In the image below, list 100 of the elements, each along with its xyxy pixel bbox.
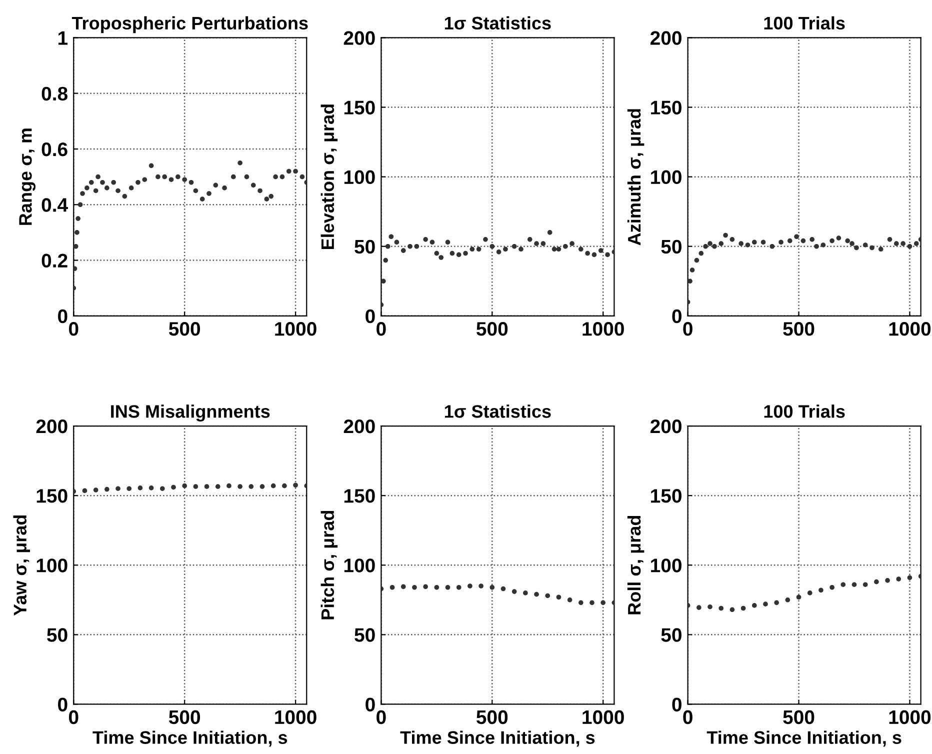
point: [878, 246, 884, 252]
point: [238, 484, 242, 489]
point: [136, 180, 140, 185]
point: [182, 483, 187, 488]
point: [213, 182, 218, 188]
point: [260, 484, 265, 489]
point: [450, 250, 455, 256]
x-tick-label: 500: [168, 322, 200, 336]
chart-title: 1σ Statistics: [444, 16, 551, 30]
point: [171, 484, 176, 490]
point: [215, 484, 220, 489]
y-tick-label: 50: [661, 240, 682, 254]
y-axis-title: Elevation σ, μrad: [320, 104, 338, 250]
point: [534, 592, 539, 597]
point: [300, 174, 305, 180]
point: [111, 180, 116, 185]
y-tick-label: 0: [672, 698, 682, 712]
y-tick-label: 100: [344, 170, 375, 184]
point: [605, 252, 610, 258]
point: [96, 174, 100, 180]
chart-title: INS Misalignments: [111, 404, 270, 422]
chart-title: Tropospheric Perturbations: [72, 16, 308, 34]
point: [836, 236, 842, 240]
y-tick-label: 100: [36, 558, 68, 572]
point: [193, 188, 198, 194]
point: [468, 584, 472, 588]
point: [400, 584, 406, 590]
x-tick-label: 500: [168, 710, 200, 724]
x-tick-label: 500: [783, 322, 814, 336]
x-tick-label: 1000: [889, 710, 931, 724]
x-tick-label: 1000: [275, 710, 316, 724]
point: [712, 244, 717, 249]
point: [527, 237, 532, 242]
point: [570, 241, 574, 246]
point: [385, 244, 390, 249]
point: [483, 237, 488, 242]
x-tick-label: 500: [783, 710, 814, 724]
point: [600, 600, 606, 606]
point: [708, 241, 712, 246]
point: [122, 194, 128, 199]
y-tick-label: 50: [47, 628, 68, 642]
point: [598, 248, 604, 253]
y-tick-label: 50: [661, 628, 682, 642]
point: [718, 241, 724, 246]
point: [116, 188, 120, 194]
point: [800, 238, 806, 244]
point: [445, 240, 450, 245]
point: [690, 268, 695, 272]
point: [490, 584, 495, 590]
point: [840, 582, 846, 588]
point: [845, 238, 850, 244]
point: [445, 584, 450, 590]
point: [270, 483, 276, 488]
point: [182, 177, 187, 182]
point: [434, 584, 440, 590]
point: [752, 603, 757, 608]
point: [160, 486, 165, 492]
y-tick-label: 0: [58, 698, 68, 712]
point: [293, 168, 298, 174]
point: [248, 484, 254, 489]
point: [176, 174, 180, 180]
point: [818, 588, 824, 593]
point: [696, 605, 702, 610]
point: [796, 594, 802, 600]
y-tick-label: 100: [651, 558, 682, 572]
point: [156, 174, 160, 180]
point: [168, 177, 174, 182]
point: [408, 244, 412, 249]
y-tick-label: 150: [651, 100, 682, 114]
point: [470, 246, 475, 252]
point: [740, 606, 746, 611]
point: [78, 202, 83, 208]
point: [900, 241, 906, 246]
point: [870, 245, 874, 250]
point: [778, 240, 784, 245]
point: [814, 244, 819, 249]
point: [770, 244, 775, 249]
point: [556, 594, 562, 600]
y-tick-label: 150: [651, 489, 682, 503]
point: [830, 584, 834, 590]
x-axis-title: Time Since Initiation, s: [92, 730, 288, 747]
y-tick-label: 0.4: [42, 198, 68, 212]
point: [438, 255, 444, 260]
point: [585, 250, 590, 256]
point: [590, 600, 594, 606]
point: [738, 241, 744, 246]
point: [787, 238, 792, 244]
point: [723, 232, 728, 238]
point: [286, 168, 292, 174]
point: [430, 240, 435, 245]
point: [74, 266, 78, 272]
point: [730, 607, 735, 612]
point: [830, 238, 834, 244]
point: [907, 575, 912, 580]
point: [383, 258, 388, 263]
x-tick-label: 1000: [275, 322, 316, 336]
x-tick-label: 500: [476, 322, 508, 336]
y-axis-title: Azimuth σ, μrad: [627, 109, 644, 246]
chart-title: 100 Trials: [764, 16, 845, 30]
point: [785, 597, 790, 602]
